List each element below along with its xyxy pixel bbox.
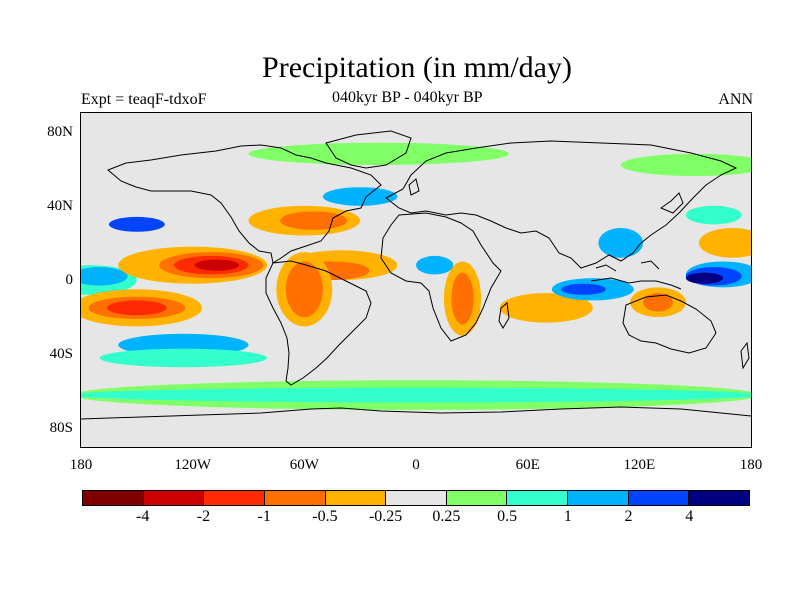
anomaly-region (698, 228, 751, 258)
anomaly-region (592, 330, 686, 360)
coastline-south-america (265, 260, 372, 386)
coastline-japan (659, 192, 684, 214)
coastline-eurasia (385, 140, 738, 269)
anomaly-region (108, 216, 165, 232)
colorbar-swatch (264, 491, 326, 505)
colorbar-label: 2 (624, 508, 633, 525)
coastline-australia (622, 294, 717, 354)
colorbar-label: -0.5 (312, 508, 338, 525)
map-title: Precipitation (in mm/day) (262, 51, 572, 84)
colorbar-label: 4 (685, 508, 694, 525)
anomaly-region (561, 283, 606, 295)
anomaly-region (81, 267, 128, 286)
colorbar-label: 0.5 (497, 508, 518, 525)
colorbar (82, 490, 750, 506)
anomaly-region (99, 348, 268, 368)
anomaly-region (598, 228, 644, 258)
colorbar-swatch (689, 491, 750, 505)
anomaly-region (499, 292, 593, 323)
latitude-tick-label: 80S (49, 420, 73, 437)
latitude-tick-label: 0 (65, 272, 74, 288)
period-label: 040kyr BP - 040kyr BP (332, 89, 483, 106)
longitude-tick-label: 120E (623, 457, 656, 473)
latitude-tick-label: 40N (47, 197, 73, 214)
longitude-tick-label: 120W (174, 457, 211, 473)
anomaly-region (285, 261, 323, 318)
coastline-new-zealand (740, 341, 750, 370)
coastlines (81, 130, 751, 420)
latitude-tick-label: 40S (49, 346, 73, 363)
longitude-tick-label: 180 (69, 457, 93, 473)
coastline-antarctica (81, 406, 751, 420)
anomaly-region (194, 259, 240, 271)
latitude-tick-label: 80N (47, 123, 73, 140)
anomaly-region (322, 187, 398, 206)
colorbar-swatch (446, 491, 508, 505)
longitude-tick-label: 60W (289, 457, 319, 473)
longitude-tick-label: 0 (412, 457, 420, 473)
coastline-indonesia (590, 260, 682, 290)
precipitation-field (81, 130, 751, 420)
anomaly-region (643, 292, 673, 312)
anomaly-region (685, 205, 742, 225)
coastline-africa (380, 212, 502, 342)
anomaly-region (685, 272, 724, 284)
coastline-greenland (325, 130, 412, 169)
anomaly-region (248, 142, 510, 165)
colorbar-swatch (386, 491, 447, 505)
colorbar-label: -2 (196, 508, 211, 525)
experiment-label: Expt = teaqF-tdxoF (81, 91, 207, 108)
colorbar-swatch (83, 491, 144, 505)
coastline-madagascar (498, 302, 510, 329)
anomaly-region (107, 300, 167, 316)
coastline-british-isles (408, 178, 420, 196)
colorbar-label: 0.25 (432, 508, 461, 525)
colorbar-swatch (568, 491, 629, 505)
colorbar-label: -0.25 (368, 508, 403, 525)
anomaly-regions (81, 142, 751, 410)
anomaly-region (620, 153, 751, 177)
season-label: ANN (718, 91, 753, 108)
longitude-tick-label: 180 (739, 457, 763, 473)
anomaly-region (416, 255, 454, 275)
colorbar-swatch (507, 491, 569, 505)
map-plot-area (80, 112, 752, 448)
colorbar-swatch (325, 491, 387, 505)
anomaly-region (81, 387, 751, 403)
colorbar-swatch (628, 491, 690, 505)
coastline-north-america (107, 144, 382, 264)
anomaly-region (280, 211, 348, 230)
colorbar-swatch (143, 491, 205, 505)
colorbar-label: 1 (563, 508, 572, 525)
longitude-tick-label: 60E (515, 457, 540, 473)
anomaly-region (425, 194, 500, 217)
anomaly-region (451, 272, 474, 325)
colorbar-swatch (204, 491, 265, 505)
colorbar-label: -4 (136, 508, 150, 525)
colorbar-label: -1 (257, 508, 271, 525)
